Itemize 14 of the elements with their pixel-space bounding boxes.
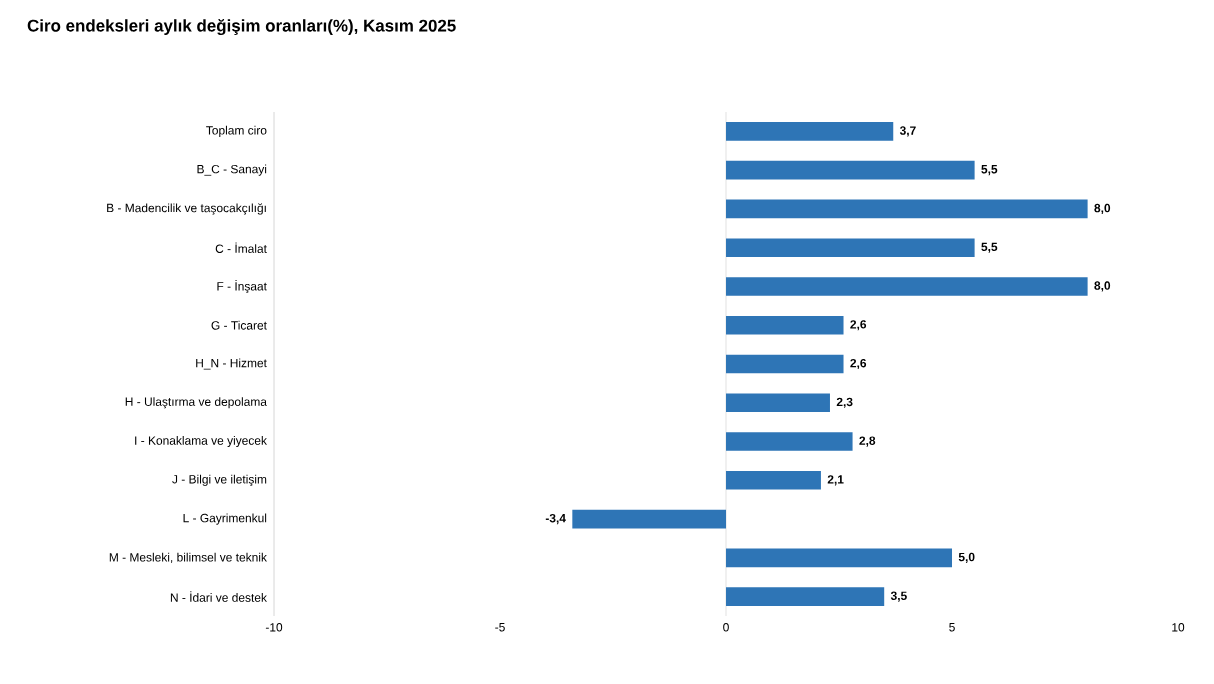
bar	[572, 509, 727, 529]
bar	[726, 432, 853, 451]
bar	[726, 122, 894, 141]
bar	[726, 548, 953, 568]
chart-title: Ciro endeksleri aylık değişim oranları(%), Kasım 2025	[27, 19, 456, 36]
bar	[726, 393, 830, 413]
bar	[726, 199, 1088, 219]
bar	[726, 354, 844, 374]
bar	[726, 315, 844, 335]
bar	[726, 277, 1088, 296]
bar	[726, 238, 975, 257]
bar	[726, 160, 975, 180]
bar	[726, 471, 821, 490]
bar	[726, 587, 885, 606]
